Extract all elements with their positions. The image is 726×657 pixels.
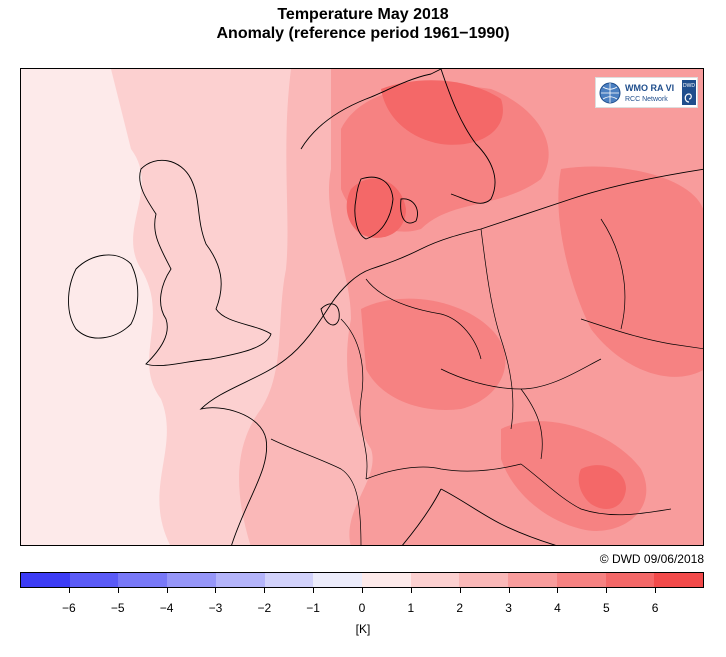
tick-mark (655, 588, 657, 593)
dwd-swirl-icon (684, 93, 692, 103)
logo-badge-text: DWD (683, 83, 695, 89)
band-4-5-center (361, 298, 506, 410)
tick-mark (215, 588, 217, 593)
tick-label: −4 (159, 601, 174, 615)
colorbar-segment (410, 573, 460, 587)
tick-mark (117, 588, 119, 593)
tick-label: −1 (306, 601, 320, 615)
wmo-rcc-logo: WMO RA VI RCC Network DWD (595, 77, 698, 108)
tick-label: −6 (62, 601, 76, 615)
band-5-6-denmark (346, 178, 406, 238)
colorbar-segment (69, 573, 119, 587)
colorbar-segment (264, 573, 314, 587)
colorbar-segment (21, 573, 70, 587)
tick-mark (68, 588, 70, 593)
logo-network-text: RCC Network (625, 96, 668, 103)
colorbar-segment (215, 573, 265, 587)
band-5-6-scandinavia (381, 80, 503, 145)
tick-label: 3 (505, 601, 512, 615)
colorbar-segment (459, 573, 509, 587)
colorbar-segment (362, 573, 411, 587)
tick-label: 2 (456, 601, 464, 615)
tick-label: 5 (602, 601, 610, 615)
tick-label: −3 (208, 601, 223, 615)
tick-mark (264, 588, 266, 593)
tick-label: 0 (358, 601, 366, 615)
tick-label: 1 (407, 601, 415, 615)
colorbar-segment (167, 573, 216, 587)
colorbar-segment (118, 573, 168, 587)
map-subtitle: Anomaly (reference period 1961−1990) (216, 25, 510, 42)
band-4-5-east (558, 166, 703, 377)
copyright-credit: © DWD 09/06/2018 (599, 552, 704, 566)
colorbar (20, 572, 704, 588)
tick-mark (410, 588, 412, 593)
colorbar-segment (556, 573, 606, 587)
map-title: Temperature May 2018 (277, 6, 449, 23)
tick-mark (362, 588, 363, 593)
tick-label: −2 (257, 601, 272, 615)
country-borders (270, 218, 703, 545)
tick-mark (313, 588, 315, 593)
colorbar-segment (654, 573, 704, 587)
tick-mark (166, 588, 168, 593)
tick-mark (459, 588, 461, 593)
tick-mark (557, 588, 559, 593)
tick-mark (606, 588, 608, 593)
logo-org-text: WMO RA VI (625, 83, 674, 93)
colorbar-ticks: −6 −5 −4 −3 −2 −1 0 1 2 3 4 5 6 (20, 588, 704, 615)
colorbar-segment (313, 573, 363, 587)
tick-label: 4 (554, 601, 561, 615)
tick-mark (508, 588, 510, 593)
colorbar-unit: [K] (355, 622, 371, 636)
anomaly-map (20, 68, 704, 546)
colorbar-segment (605, 573, 655, 587)
tick-label: 6 (651, 601, 659, 615)
tick-label: −5 (110, 601, 125, 615)
band-5-6-hungary (578, 465, 626, 509)
coastlines (68, 69, 703, 545)
colorbar-segment (508, 573, 557, 587)
